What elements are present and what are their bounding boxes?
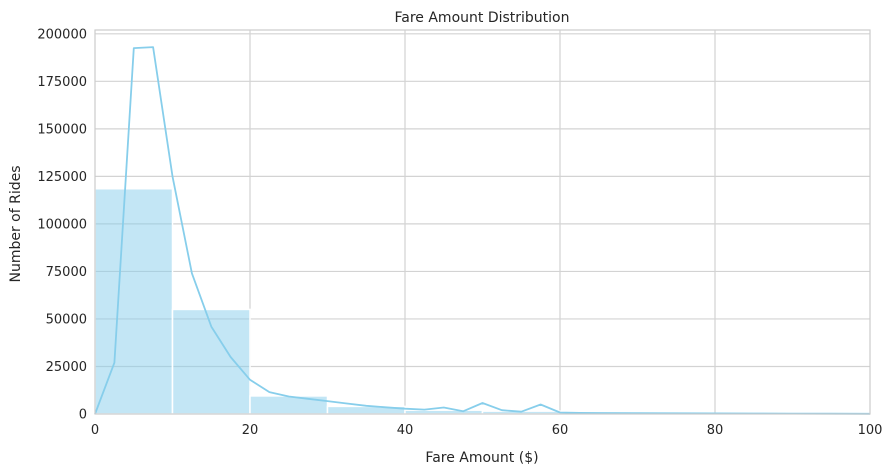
y-tick-label: 50000 bbox=[46, 312, 87, 327]
y-tick-label: 125000 bbox=[37, 170, 87, 185]
chart-title: Fare Amount Distribution bbox=[395, 10, 570, 26]
y-tick-label: 200000 bbox=[37, 27, 87, 42]
x-tick-label: 20 bbox=[242, 423, 259, 438]
plot-frame bbox=[94, 29, 871, 415]
histogram-bars bbox=[94, 187, 871, 415]
histogram-bar bbox=[94, 187, 174, 415]
y-axis-label: Number of Rides bbox=[8, 165, 24, 282]
y-tick-label: 100000 bbox=[37, 217, 87, 232]
x-tick-label: 80 bbox=[707, 423, 724, 438]
x-tick-label: 100 bbox=[858, 423, 883, 438]
y-tick-label: 25000 bbox=[46, 360, 87, 375]
x-tick-label: 60 bbox=[552, 423, 569, 438]
y-tick-label: 75000 bbox=[46, 265, 87, 280]
x-tick-label: 40 bbox=[397, 423, 414, 438]
y-tick-label: 150000 bbox=[37, 122, 87, 137]
tick-labels: 0 20 40 60 80 100 0 25000 50000 75000 100000 125000… bbox=[37, 27, 882, 438]
histogram-bar bbox=[249, 395, 329, 415]
x-tick-label: 0 bbox=[91, 423, 99, 438]
x-axis-label: Fare Amount ($) bbox=[425, 450, 538, 466]
y-tick-label: 175000 bbox=[37, 75, 87, 90]
axes-frame bbox=[94, 29, 871, 415]
kde-curve bbox=[94, 46, 871, 415]
kde-line bbox=[94, 46, 871, 415]
y-tick-label: 0 bbox=[79, 408, 87, 423]
